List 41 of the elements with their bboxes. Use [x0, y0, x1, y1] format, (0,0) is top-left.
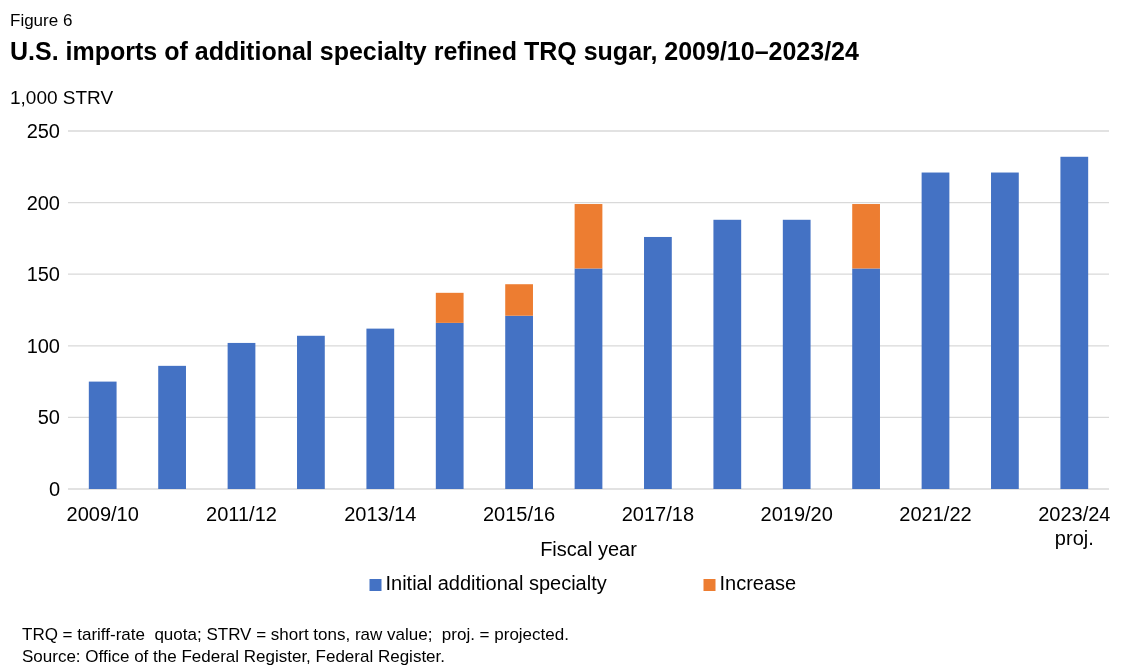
x-tick-label: 2021/22	[899, 503, 972, 525]
x-tick-label: 2023/24 proj.	[1038, 503, 1111, 549]
legend-label: Initial additional specialty	[385, 572, 607, 594]
bar	[782, 219, 811, 489]
y-tick-label: 50	[37, 406, 60, 429]
caption: Figure 6	[10, 11, 73, 30]
x-tick-label: 2011/12	[206, 503, 277, 525]
bar	[505, 284, 533, 316]
bar	[297, 335, 325, 489]
y-tick-label: 250	[26, 120, 60, 142]
y-tick-label: 100	[26, 334, 60, 357]
bar	[227, 342, 256, 489]
bar	[435, 322, 464, 489]
bar	[435, 292, 464, 323]
bar	[505, 315, 533, 489]
y-tick-label: 200	[26, 191, 60, 214]
bar	[158, 365, 186, 489]
legend-label: Increase	[719, 572, 797, 594]
bar	[574, 204, 603, 269]
source-note: Source: Office of the Federal Register, Federal Register.	[22, 647, 446, 666]
bar	[574, 268, 603, 489]
bar	[921, 172, 950, 489]
x-tick-label: 2015/16	[482, 503, 556, 525]
y-tick-label: 0	[48, 478, 60, 500]
x-tick-label: 2017/18	[621, 503, 695, 525]
bar	[1060, 156, 1089, 489]
bar	[366, 328, 395, 489]
y-axis-title: 1,000 STRV	[10, 87, 114, 108]
y-tick-label: 150	[26, 263, 60, 286]
bar	[852, 268, 880, 489]
bar	[852, 204, 880, 269]
bar	[713, 219, 742, 489]
text: TRQ = tariff-rate quota; STRV = short tons, raw value; proj. = projected.	[22, 625, 569, 644]
bar	[991, 172, 1019, 489]
x-tick-label: 2009/10	[66, 503, 139, 525]
bar	[88, 381, 117, 489]
x-tick-label: 2013/14	[344, 503, 417, 525]
x-tick-label: 2019/20	[760, 503, 833, 525]
x-axis-title: Fiscal year	[540, 538, 638, 560]
chart-title: U.S. imports of additional specialty refined TRQ sugar, 2009/10–2023/24	[10, 37, 860, 65]
bar	[644, 236, 672, 489]
